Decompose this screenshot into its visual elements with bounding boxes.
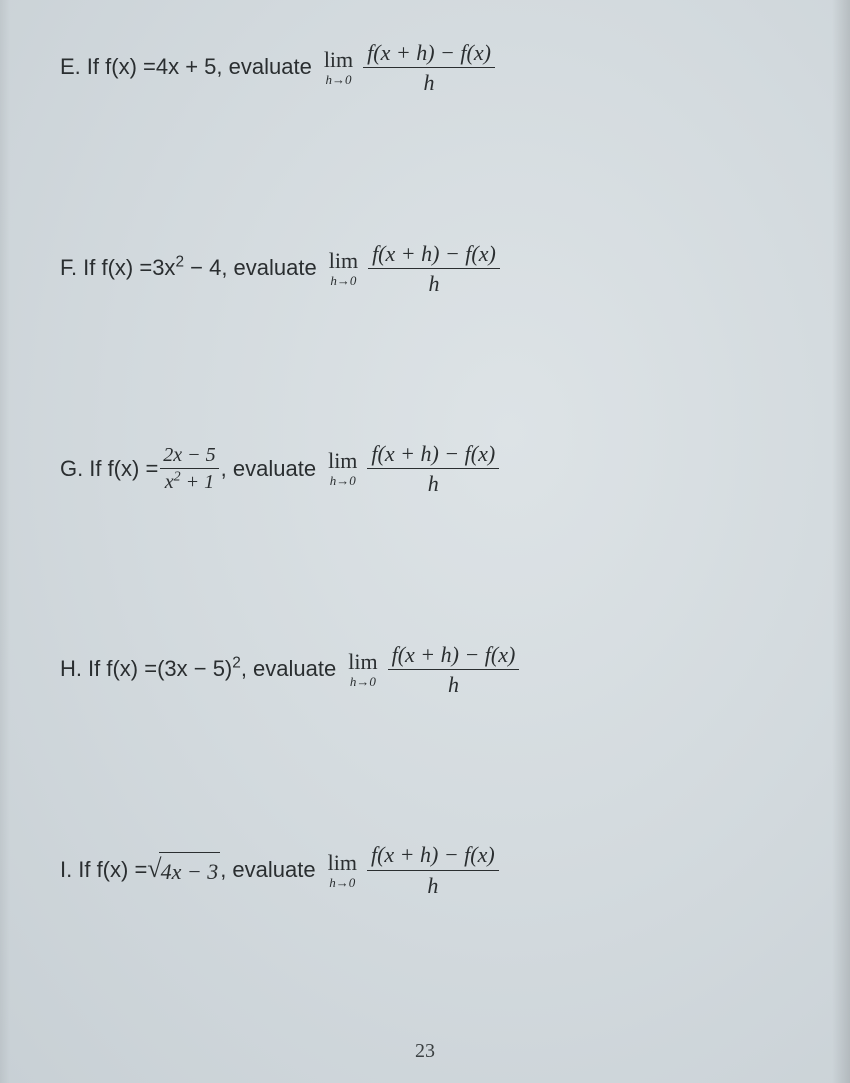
difference-quotient: f(x + h) − f(x) h — [388, 642, 520, 698]
limit-sub: h→0 — [330, 274, 356, 287]
radical-sign-icon: √ — [147, 856, 161, 882]
fn-frac-den-tail: + 1 — [181, 471, 215, 493]
limit-notation: lim h→0 — [348, 651, 377, 688]
problem-suffix: , evaluate — [221, 454, 316, 485]
page-number: 23 — [0, 1040, 850, 1063]
problem-G: G. If f(x) = 2x − 5 x2 + 1 , evaluate li… — [60, 441, 790, 497]
fraction-bar — [367, 870, 499, 871]
problem-prefix: If f(x) = — [88, 654, 157, 685]
dq-numerator: f(x + h) − f(x) — [367, 842, 499, 867]
fn-base: (3x − 5) — [157, 656, 232, 681]
problem-label: I. — [60, 855, 72, 886]
fn-frac-den-lead: x — [165, 471, 174, 493]
problem-E: E. If f(x) = 4x + 5 , evaluate lim h→0 f… — [60, 40, 790, 96]
limit-word: lim — [324, 49, 353, 71]
limit-notation: lim h→0 — [324, 49, 353, 86]
difference-quotient: f(x + h) − f(x) h — [367, 441, 499, 497]
fraction-bar — [388, 669, 520, 670]
fraction-bar — [160, 468, 218, 469]
fn-frac-num: 2x − 5 — [160, 444, 218, 466]
problem-suffix: , evaluate — [220, 855, 315, 886]
problem-label: H. — [60, 654, 82, 685]
limit-notation: lim h→0 — [329, 250, 358, 287]
problem-label: F. — [60, 253, 77, 284]
fn-radicand: 4x − 3 — [159, 852, 221, 888]
problem-I: I. If f(x) = √ 4x − 3 , evaluate lim h→0… — [60, 842, 790, 898]
fraction-bar — [367, 468, 499, 469]
difference-quotient: f(x + h) − f(x) h — [368, 241, 500, 297]
problem-H: H. If f(x) = (3x − 5)2 , evaluate lim h→… — [60, 642, 790, 698]
difference-quotient: f(x + h) − f(x) h — [363, 40, 495, 96]
problem-function-radical: √ 4x − 3 — [147, 852, 220, 888]
limit-word: lim — [329, 250, 358, 272]
limit-sub: h→0 — [329, 876, 355, 889]
problem-label: G. — [60, 454, 83, 485]
problem-suffix: , evaluate — [216, 52, 311, 83]
limit-notation: lim h→0 — [328, 450, 357, 487]
dq-numerator: f(x + h) − f(x) — [368, 241, 500, 266]
problem-function-fraction: 2x − 5 x2 + 1 — [160, 444, 218, 493]
dq-denominator: h — [423, 873, 442, 898]
fraction-bar — [363, 67, 495, 68]
fn-frac-den-exp: 2 — [174, 470, 181, 485]
dq-denominator: h — [420, 70, 439, 95]
limit-sub: h→0 — [325, 73, 351, 86]
fn-exponent: 2 — [175, 254, 184, 271]
problem-suffix: , evaluate — [241, 654, 336, 685]
limit-word: lim — [328, 450, 357, 472]
problem-function: 3x2 − 4 — [152, 253, 221, 284]
worksheet-page: E. If f(x) = 4x + 5 , evaluate lim h→0 f… — [0, 0, 850, 1083]
problem-label: E. — [60, 52, 81, 83]
dq-denominator: h — [424, 271, 443, 296]
problem-prefix: If f(x) = — [87, 52, 156, 83]
fn-exponent: 2 — [232, 655, 241, 672]
problem-function: 4x + 5 — [156, 52, 217, 83]
problem-F: F. If f(x) = 3x2 − 4 , evaluate lim h→0 … — [60, 241, 790, 297]
problem-function: (3x − 5)2 — [157, 654, 241, 685]
problem-prefix: If f(x) = — [89, 454, 158, 485]
dq-numerator: f(x + h) − f(x) — [367, 441, 499, 466]
problem-prefix: If f(x) = — [78, 855, 147, 886]
fraction-bar — [368, 268, 500, 269]
fn-frac-den: x2 + 1 — [162, 471, 217, 493]
dq-denominator: h — [444, 672, 463, 697]
dq-numerator: f(x + h) − f(x) — [363, 40, 495, 65]
fn-base: 3x — [152, 255, 175, 280]
limit-word: lim — [348, 651, 377, 673]
dq-denominator: h — [424, 471, 443, 496]
limit-word: lim — [328, 852, 357, 874]
difference-quotient: f(x + h) − f(x) h — [367, 842, 499, 898]
limit-sub: h→0 — [330, 474, 356, 487]
limit-notation: lim h→0 — [328, 852, 357, 889]
fn-tail: − 4 — [184, 255, 221, 280]
problem-prefix: If f(x) = — [83, 253, 152, 284]
limit-sub: h→0 — [350, 675, 376, 688]
dq-numerator: f(x + h) − f(x) — [388, 642, 520, 667]
problem-suffix: , evaluate — [221, 253, 316, 284]
